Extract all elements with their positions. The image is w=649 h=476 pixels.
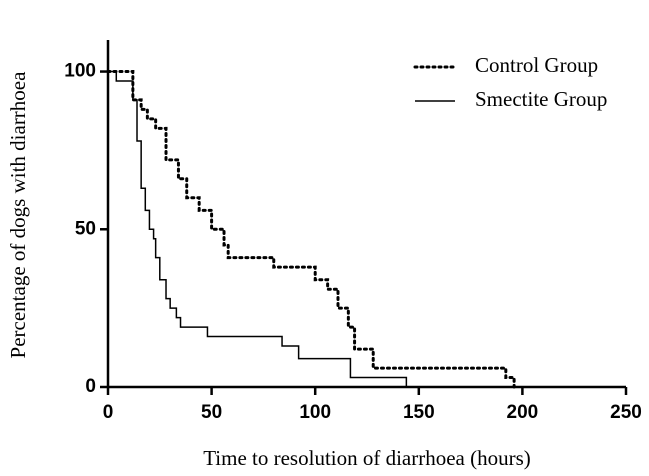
survival-line — [108, 70, 408, 387]
legend-label: Control Group — [475, 53, 598, 77]
y-tick-label: 100 — [64, 61, 96, 82]
x-tick-label: 50 — [201, 402, 222, 423]
x-tick-label: 150 — [403, 402, 435, 423]
x-tick-label: 200 — [507, 402, 539, 423]
x-axis-label: Time to resolution of diarrhoea (hours) — [203, 446, 531, 470]
x-tick-label: 0 — [103, 402, 114, 423]
survival-line — [106, 70, 516, 389]
y-tick-label: 50 — [75, 218, 96, 239]
x-tick-label: 250 — [610, 402, 642, 423]
y-axis-label: Percentage of dogs with diarrhoea — [6, 71, 30, 359]
y-tick-label: 0 — [85, 376, 96, 397]
legend-label: Smectite Group — [475, 87, 607, 111]
x-tick-label: 100 — [299, 402, 331, 423]
